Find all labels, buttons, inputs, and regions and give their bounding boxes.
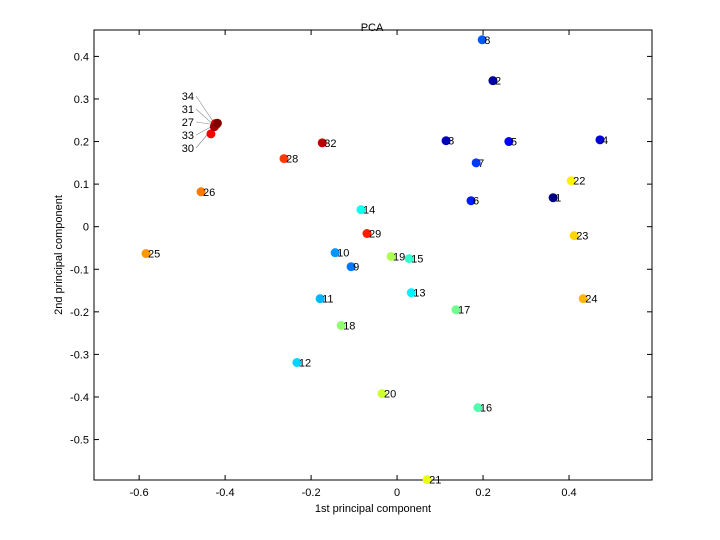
y-axis-label: 2nd principal component bbox=[53, 195, 65, 315]
data-point bbox=[422, 475, 432, 485]
data-point bbox=[356, 205, 366, 215]
x-tick-label: -0.2 bbox=[302, 487, 321, 499]
data-point bbox=[441, 136, 451, 146]
point-label: 5 bbox=[511, 137, 517, 149]
leader-lines bbox=[195, 95, 215, 149]
point-label: 6 bbox=[473, 196, 479, 208]
plot-frame bbox=[93, 29, 653, 481]
point-label: 15 bbox=[411, 254, 423, 266]
data-point bbox=[504, 137, 514, 147]
x-tick-label: 0 bbox=[394, 487, 400, 499]
point-label: 26 bbox=[203, 187, 215, 199]
points-layer: 123 4567891011121314151617181920212223242… bbox=[141, 35, 608, 487]
data-point bbox=[346, 262, 356, 272]
data-point bbox=[404, 254, 414, 264]
data-point bbox=[336, 320, 346, 330]
leader-line bbox=[195, 95, 215, 124]
leader-line bbox=[195, 126, 212, 136]
point-label: 24 bbox=[585, 294, 597, 306]
point-label: 3 bbox=[448, 136, 454, 148]
data-point bbox=[212, 118, 222, 128]
y-tick-label: 0.1 bbox=[74, 179, 89, 191]
data-point bbox=[578, 294, 588, 304]
point-label: 16 bbox=[480, 403, 492, 415]
point-label: 27 bbox=[182, 117, 194, 129]
y-tick-label: -0.4 bbox=[70, 392, 89, 404]
point-label: 31 bbox=[182, 104, 194, 116]
point-label: 32 bbox=[324, 138, 336, 150]
y-tick-label: -0.3 bbox=[70, 349, 89, 361]
point-label: 18 bbox=[343, 320, 355, 332]
data-point bbox=[451, 305, 461, 315]
data-point bbox=[317, 138, 327, 148]
data-point bbox=[473, 403, 483, 413]
point-label: 30 bbox=[182, 143, 194, 155]
data-point bbox=[141, 249, 151, 259]
point-label: 13 bbox=[413, 288, 425, 300]
point-label: 22 bbox=[573, 176, 585, 188]
y-tick-label: 0.2 bbox=[74, 137, 89, 149]
point-label: 21 bbox=[429, 475, 441, 487]
chart-title: PCA bbox=[361, 22, 384, 34]
x-tick-label: -0.6 bbox=[130, 487, 149, 499]
point-label: 12 bbox=[299, 357, 311, 369]
point-label: 1 bbox=[555, 193, 561, 205]
data-point bbox=[477, 35, 487, 45]
y-tick-label: 0 bbox=[83, 222, 89, 234]
point-label: 11 bbox=[322, 294, 333, 306]
data-point bbox=[279, 154, 289, 164]
data-point bbox=[548, 193, 558, 203]
y-tick-label: -0.1 bbox=[70, 264, 89, 276]
data-point bbox=[206, 129, 216, 139]
axes: -0.6 -0.4 -0.2 0 0.2 0.4 0.4 0.3 0.2 0.1 0 -0.1 -0.2… bbox=[70, 29, 653, 499]
point-label: 23 bbox=[576, 231, 588, 243]
data-point bbox=[386, 251, 396, 261]
x-tick-label: -0.4 bbox=[216, 487, 235, 499]
data-point bbox=[466, 196, 476, 206]
y-tick-label: 0.3 bbox=[74, 94, 89, 106]
point-label: 4 bbox=[602, 135, 608, 147]
data-point bbox=[595, 135, 605, 145]
data-point bbox=[569, 231, 579, 241]
point-label: 7 bbox=[478, 158, 484, 170]
leader-line bbox=[195, 108, 213, 124]
point-label: 17 bbox=[458, 305, 470, 317]
data-point bbox=[315, 294, 325, 304]
data-point bbox=[292, 357, 302, 367]
x-axis-label: 1st principal component bbox=[315, 503, 431, 515]
y-tick-label: -0.2 bbox=[70, 307, 89, 319]
point-label: 14 bbox=[363, 205, 375, 217]
x-tick-label: 0.2 bbox=[475, 487, 490, 499]
leader-line bbox=[195, 121, 214, 125]
point-label: 25 bbox=[148, 249, 160, 261]
data-point bbox=[406, 288, 416, 298]
data-point bbox=[566, 176, 576, 186]
point-label: 33 bbox=[182, 130, 194, 142]
point-label: 34 bbox=[182, 91, 194, 103]
data-point bbox=[330, 248, 340, 258]
point-label: 8 bbox=[484, 35, 490, 47]
point-label: 28 bbox=[286, 154, 298, 166]
point-label: 20 bbox=[384, 389, 396, 401]
y-tick-label: -0.5 bbox=[70, 435, 89, 447]
data-point bbox=[377, 389, 387, 399]
y-tick-label: 0.4 bbox=[74, 51, 89, 63]
point-label: 29 bbox=[369, 229, 381, 241]
point-label: 10 bbox=[337, 248, 349, 260]
data-point bbox=[471, 158, 481, 168]
point-label: 19 bbox=[393, 251, 405, 263]
leader-line bbox=[195, 133, 209, 149]
x-tick-label: 0.4 bbox=[561, 487, 576, 499]
data-point bbox=[196, 187, 206, 197]
point-label: 9 bbox=[353, 262, 359, 274]
point-label: 2 bbox=[495, 76, 501, 88]
data-point bbox=[488, 76, 498, 86]
data-point bbox=[362, 229, 372, 239]
